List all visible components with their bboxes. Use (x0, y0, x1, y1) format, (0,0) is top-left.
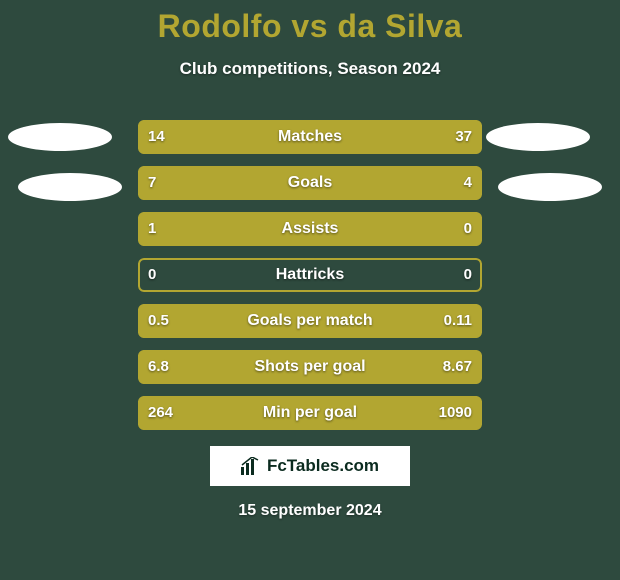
stat-row: 2641090Min per goal (138, 396, 482, 430)
stat-label: Min per goal (138, 396, 482, 430)
stat-row: 0.50.11Goals per match (138, 304, 482, 338)
logo-text: FcTables.com (267, 456, 379, 476)
subtitle: Club competitions, Season 2024 (0, 59, 620, 79)
stat-label: Shots per goal (138, 350, 482, 384)
stat-label: Goals (138, 166, 482, 200)
placeholder-ellipse (498, 173, 602, 201)
title-text: Rodolfo vs da Silva (158, 8, 463, 44)
stat-label: Matches (138, 120, 482, 154)
placeholder-ellipse (18, 173, 122, 201)
date-label: 15 september 2024 (0, 502, 620, 520)
chart-icon (241, 457, 261, 475)
stat-row: 10Assists (138, 212, 482, 246)
placeholder-ellipse (486, 123, 590, 151)
placeholder-ellipse (8, 123, 112, 151)
page-title: Rodolfo vs da Silva (0, 0, 620, 45)
stat-label: Goals per match (138, 304, 482, 338)
stat-label: Hattricks (138, 258, 482, 292)
stat-row: 74Goals (138, 166, 482, 200)
stat-row: 1437Matches (138, 120, 482, 154)
comparison-chart: 1437Matches 74Goals 10Assists 00Hattricks 0.… (138, 120, 482, 442)
stat-row: 00Hattricks (138, 258, 482, 292)
source-logo[interactable]: FcTables.com (210, 446, 410, 486)
stat-row: 6.88.67Shots per goal (138, 350, 482, 384)
comparison-stage: Rodolfo vs da Silva Club competitions, S… (0, 0, 620, 580)
stat-label: Assists (138, 212, 482, 246)
